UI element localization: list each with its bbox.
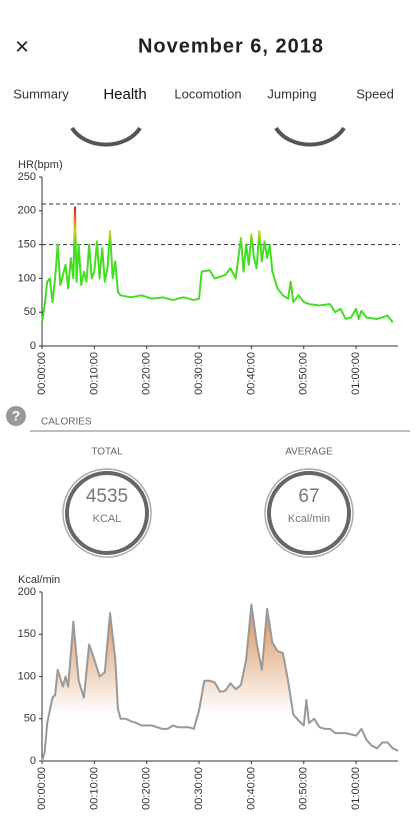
y-tick-label: 100 xyxy=(18,272,36,284)
section-label: CALORIES xyxy=(41,417,92,428)
y-tick-label: 250 xyxy=(18,171,36,183)
close-button[interactable]: × xyxy=(15,33,29,60)
y-tick-label: 0 xyxy=(30,340,36,352)
y-tick-label: 150 xyxy=(18,628,36,640)
help-mark[interactable]: ? xyxy=(12,408,21,424)
stat-ring xyxy=(267,471,351,555)
stat-ring xyxy=(62,468,152,558)
x-tick-label: 00:40:00 xyxy=(245,767,257,810)
help-icon[interactable] xyxy=(6,406,26,426)
x-tick-label: 00:20:00 xyxy=(141,767,153,810)
x-tick-label: 00:40:00 xyxy=(245,352,257,395)
stat-ring xyxy=(264,468,354,558)
y-axis-label: Kcal/min xyxy=(18,574,60,586)
y-tick-label: 200 xyxy=(18,205,36,217)
stat-label: TOTAL xyxy=(91,447,123,458)
y-axis-label: HR(bpm) xyxy=(18,159,63,171)
stat-unit: KCAL xyxy=(93,513,122,525)
stat-unit: Kcal/min xyxy=(288,513,330,525)
y-tick-label: 200 xyxy=(18,586,36,598)
stat-value: 67 xyxy=(298,486,319,507)
tab[interactable]: Speed xyxy=(356,86,394,101)
x-tick-label: 00:30:00 xyxy=(193,352,205,395)
x-tick-label: 00:50:00 xyxy=(298,767,310,810)
x-tick-label: 01:00:00 xyxy=(350,352,362,395)
x-tick-label: 00:10:00 xyxy=(88,352,100,395)
y-tick-label: 150 xyxy=(18,239,36,251)
stat-label: AVERAGE xyxy=(285,447,333,458)
series-line xyxy=(41,603,399,762)
y-tick-label: 0 xyxy=(30,755,36,767)
x-tick-label: 00:00:00 xyxy=(36,767,48,810)
stat-value: 4535 xyxy=(86,486,128,507)
area-fill xyxy=(42,604,398,761)
x-tick-label: 00:50:00 xyxy=(298,352,310,395)
y-tick-label: 50 xyxy=(24,306,36,318)
stat-ring xyxy=(65,471,149,555)
tab[interactable]: Health xyxy=(103,86,146,103)
y-tick-label: 50 xyxy=(24,713,36,725)
x-tick-label: 00:00:00 xyxy=(36,352,48,395)
gauge-arc xyxy=(70,126,142,147)
gauge-arc xyxy=(274,126,346,147)
tab[interactable]: Locomotion xyxy=(174,86,241,101)
series-line xyxy=(41,206,394,323)
y-tick-label: 100 xyxy=(18,670,36,682)
x-tick-label: 00:30:00 xyxy=(193,767,205,810)
tab[interactable]: Summary xyxy=(13,86,69,101)
x-tick-label: 01:00:00 xyxy=(350,767,362,810)
x-tick-label: 00:10:00 xyxy=(88,767,100,810)
x-tick-label: 00:20:00 xyxy=(141,352,153,395)
tab[interactable]: Jumping xyxy=(267,86,316,101)
title: November 6, 2018 xyxy=(138,35,324,57)
